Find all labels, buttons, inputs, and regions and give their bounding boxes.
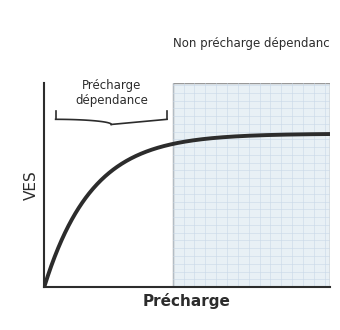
Bar <box>173 82 330 287</box>
Text: Précharge
dépendance: Précharge dépendance <box>75 79 148 107</box>
Y-axis label: VES: VES <box>24 170 39 200</box>
X-axis label: Précharge: Précharge <box>143 293 231 309</box>
Text: Non précharge dépendanc: Non précharge dépendanc <box>173 37 329 50</box>
